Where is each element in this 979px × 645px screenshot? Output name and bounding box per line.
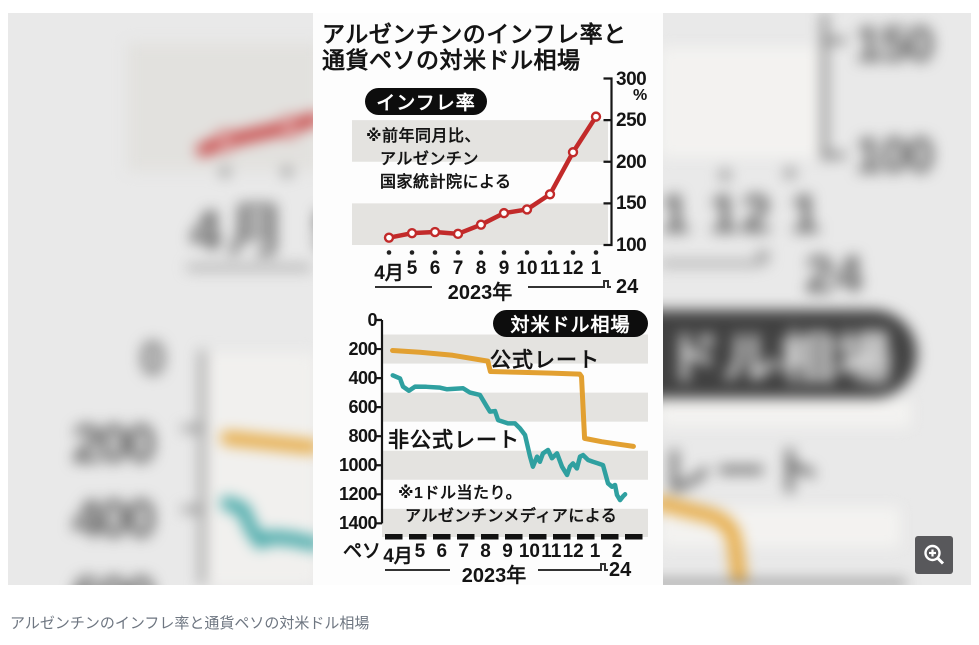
bg-axis-600: 600 [72, 565, 156, 585]
x-tick-label: 5 [414, 541, 426, 562]
unofficial-rate-label: 非公式レート [388, 429, 520, 452]
x-tick-label: 4月 [374, 263, 404, 284]
inflation-note-3: 国家統計院による [380, 174, 512, 191]
inflation-next-year-label: 24 [616, 276, 639, 298]
inflation-badge: インフレ率 [365, 88, 487, 115]
x-tick-label: 4月 [383, 546, 413, 567]
bg-axis-400: 400 [72, 489, 156, 549]
axis-tick-label: 0 [367, 310, 377, 330]
exchange-badge-text: 対米ドル相場 [510, 315, 631, 336]
x-tick-label: 6 [436, 541, 448, 562]
figure-title-line1: アルゼンチンのインフレ率と [322, 21, 627, 47]
chart-panel: アルゼンチンのインフレ率と 通貨ペソの対米ドル相場 インフレ率 ※前年同月比、 … [313, 13, 663, 585]
figure-title-line2: 通貨ペソの対米ドル相場 [322, 47, 581, 73]
axis-tick-label: 150 [616, 193, 647, 215]
inflation-year-label: 2023年 [447, 282, 513, 304]
exchange-badge: 対米ドル相場 [493, 310, 648, 337]
exchange-unit-label: ペソ [343, 541, 382, 562]
x-tick-label: 12 [562, 541, 584, 562]
exchange-year-label: 2023年 [461, 565, 527, 585]
x-tick-label: 9 [502, 541, 513, 562]
blurred-background: 4月 5 0 200 400 600 150 100 1 12 1 24 ドル相… [8, 13, 971, 585]
x-tick-label: 8 [480, 541, 491, 562]
chart-geometry [352, 77, 648, 571]
bg-axis-200: 200 [72, 414, 156, 474]
axis-tick-label: 600 [348, 397, 377, 418]
axis-tick-label: 1000 [338, 455, 378, 476]
bg-axis-150: 150 [855, 16, 934, 72]
x-tick-label: 12 [562, 258, 584, 279]
x-tick-label: 7 [452, 258, 464, 279]
bg-rate-text: レート [660, 444, 826, 502]
inflation-note-1: ※前年同月比、 [366, 128, 482, 145]
axis-tick-label: 800 [348, 426, 377, 447]
axis-tick-label: 200 [348, 339, 377, 360]
bg-axis-0: 0 [140, 332, 166, 384]
axis-tick-label: 1200 [338, 484, 378, 505]
inflation-badge-text: インフレ率 [376, 93, 476, 114]
x-tick-label: 2 [611, 541, 623, 562]
x-tick-label: 10 [518, 541, 540, 562]
bg-band-right-1 [660, 47, 821, 157]
magnifier-plus-icon [924, 544, 945, 565]
axis-tick-label: 1400 [338, 513, 378, 534]
axis-tick-label: 200 [616, 151, 647, 173]
bg-band-right-2 [660, 400, 911, 427]
zoom-in-button[interactable] [915, 536, 953, 574]
bg-month-labels-right: 1 12 1 [660, 184, 823, 244]
figure-caption: アルゼンチンのインフレ率と通貨ペソの対米ドル相場 [10, 615, 370, 632]
exchange-note-1: ※1ドル当たり。 [398, 485, 523, 502]
x-tick-label: 8 [475, 258, 487, 279]
axis-tick-label: 100 [616, 235, 647, 256]
x-tick-label: 1 [590, 258, 602, 279]
figure-container[interactable]: 4月 5 0 200 400 600 150 100 1 12 1 24 ドル相… [8, 13, 971, 585]
x-tick-label: 10 [516, 258, 538, 279]
axis-tick-label: 250 [616, 110, 647, 132]
inflation-unit-label: % [633, 87, 648, 104]
x-tick-label: 9 [498, 258, 510, 279]
official-rate-label: 公式レート [490, 349, 600, 372]
x-tick-label: 7 [458, 541, 469, 562]
bg-year-24: 24 [805, 246, 863, 304]
axis-tick-label: 300 [616, 68, 647, 90]
x-tick-label: 1 [589, 541, 601, 562]
bg-badge-text: ドル相場 [665, 326, 893, 390]
x-tick-label: 6 [429, 258, 441, 279]
exchange-note-2: アルゼンチンメディアによる [405, 508, 618, 525]
x-tick-label: 11 [539, 258, 561, 279]
x-tick-label: 5 [406, 258, 418, 279]
bg-axis-100: 100 [855, 127, 934, 183]
bg-geometry [182, 13, 908, 585]
inflation-note-2: アルゼンチン [380, 151, 479, 168]
axis-tick-label: 400 [348, 368, 377, 389]
exchange-next-year-label: 24 [609, 559, 632, 581]
x-tick-label: 11 [541, 541, 562, 562]
